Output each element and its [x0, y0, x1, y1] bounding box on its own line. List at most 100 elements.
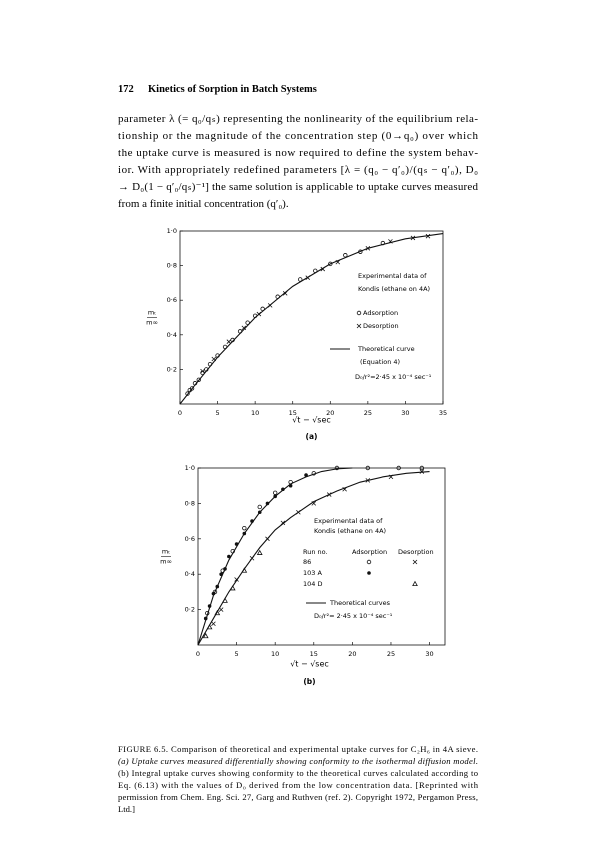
y-label-top: mₜ	[148, 309, 156, 317]
x-tick-label: 0	[196, 650, 200, 658]
point	[281, 487, 285, 492]
y-tick-label: 0·8	[167, 262, 177, 270]
body-line: ior. With appropriately redefined parame…	[118, 164, 478, 176]
chart-b: 0 5 10 15 20 25 30 0·2 0·4 0·6 0·8 1·0 mₜ m∞ √t − √sec…	[160, 464, 446, 686]
caption: FIGURE 6.5. Comparison of theoretical an…	[118, 744, 479, 814]
x-label: √t − √sec	[290, 660, 329, 669]
y-tick-label: 0·2	[167, 365, 177, 373]
caption-line: Eq. (6.13) with the values of D₀ derived…	[118, 780, 479, 790]
theoretical-curve	[197, 470, 430, 646]
legend-text: Adsorption	[352, 548, 387, 556]
legend-text: Kondis (ethane on 4A)	[358, 285, 430, 293]
point	[256, 549, 263, 555]
legend-text: D₀/r²=2·45 x 10⁻⁴ sec⁻¹	[355, 373, 432, 381]
point	[211, 621, 216, 627]
legend-symbol	[412, 580, 418, 586]
theoretical-curve	[179, 233, 444, 405]
legend-text: 86	[303, 558, 311, 566]
legend-text: Experimental data of	[314, 517, 383, 525]
point	[189, 386, 195, 391]
x-tick-label: 15	[310, 650, 318, 658]
chart-a: 0 5 10 15 20 25 30 35 0·2 0·4 0·6 0·8 1·0 mₜ m∞ √t − √s…	[146, 227, 447, 441]
panel-label: (b)	[303, 677, 315, 686]
x-tick-label: 15	[289, 409, 297, 417]
body-line: from a finite initial concentration (q′₀…	[118, 198, 289, 210]
caption-line: FIGURE 6.5. Comparison of theoretical an…	[118, 744, 478, 754]
x-tick-label: 10	[251, 409, 259, 417]
legend-text: 104 D	[303, 580, 322, 588]
caption-line: permission from Chem. Eng. Sci. 27, Garg…	[118, 792, 478, 802]
point	[241, 325, 247, 331]
page-number: 172	[118, 84, 134, 95]
legend-symbol	[367, 571, 371, 575]
x-tick-label: 10	[271, 650, 279, 658]
y-tick-label: 1·0	[167, 227, 177, 235]
point	[419, 465, 425, 471]
legend-text: Theoretical curves	[329, 599, 391, 607]
legend-text: (Equation 4)	[360, 358, 400, 366]
running-title: Kinetics of Sorption in Batch Systems	[148, 84, 317, 95]
point	[212, 589, 218, 595]
legend-text: 103 A	[303, 569, 322, 577]
body-line: the uptake curve is measured is now requ…	[118, 147, 478, 159]
point	[202, 632, 209, 639]
point	[265, 501, 270, 506]
caption-line: (b) Integral uptake curves showing confo…	[118, 768, 478, 778]
legend-text: Run no.	[303, 548, 328, 556]
x-label: √t − √sec	[292, 416, 331, 425]
point	[226, 339, 232, 345]
point	[200, 368, 205, 374]
y-tick-label: 0·6	[167, 296, 177, 304]
theoretical-curve	[197, 467, 353, 646]
legend-text: Desorption	[398, 548, 434, 556]
body-text: parameter λ (= q₀/qₛ) representing the n…	[118, 113, 479, 210]
y-tick-label: 0·8	[185, 499, 195, 507]
point	[365, 465, 371, 471]
caption-line: (a) Uptake curves measured differentiall…	[118, 756, 478, 766]
legend-text: Desorption	[363, 322, 399, 330]
point	[396, 465, 401, 471]
y-tick-label: 0·4	[185, 570, 195, 578]
legend-text: Experimental data of	[358, 272, 427, 280]
body-line: parameter λ (= q₀/qₛ) representing the n…	[118, 113, 478, 125]
legend-symbol	[412, 559, 418, 565]
y-label-top: mₜ	[162, 548, 170, 556]
x-tick-label: 30	[401, 409, 409, 417]
body-line: tionship or the magnitude of the concent…	[118, 130, 479, 142]
legend-symbol	[356, 310, 362, 316]
x-tick-label: 0	[178, 409, 182, 417]
point	[419, 469, 425, 474]
point	[185, 391, 190, 396]
x-tick-label: 5	[235, 650, 239, 658]
point	[343, 253, 348, 258]
point	[257, 504, 262, 510]
legend-text: D₀/r²= 2·45 x 10⁻⁴ sec⁻¹	[314, 612, 393, 620]
legend-text: Adsorption	[363, 309, 398, 317]
point	[334, 465, 340, 471]
point	[245, 320, 250, 325]
y-tick-label: 0·2	[185, 606, 195, 614]
x-tick-label: 20	[326, 409, 334, 417]
x-tick-label: 25	[364, 409, 372, 417]
point	[242, 525, 247, 531]
x-tick-label: 5	[216, 409, 220, 417]
x-tick-label: 35	[439, 409, 447, 417]
body-line: → D₀(1 − q′₀/qₛ)⁻¹] the same solution is…	[118, 181, 479, 193]
point	[328, 261, 333, 267]
point	[272, 490, 278, 495]
y-label-bottom: m∞	[146, 319, 158, 327]
y-label-bottom: m∞	[160, 558, 172, 566]
legend-symbol	[366, 559, 372, 565]
plot-frame	[179, 230, 444, 405]
y-tick-label: 0·4	[167, 331, 177, 339]
legend-text: Kondis (ethane on 4A)	[314, 527, 386, 535]
point	[196, 377, 201, 382]
legend-text: Theoretical curve	[357, 345, 415, 353]
x-tick-label: 20	[348, 650, 356, 658]
legend-symbol	[356, 323, 362, 329]
plot-frame	[197, 467, 446, 646]
y-tick-label: 0·6	[185, 535, 195, 543]
caption-line: Ltd.]	[118, 804, 135, 814]
y-tick-label: 1·0	[185, 464, 195, 472]
